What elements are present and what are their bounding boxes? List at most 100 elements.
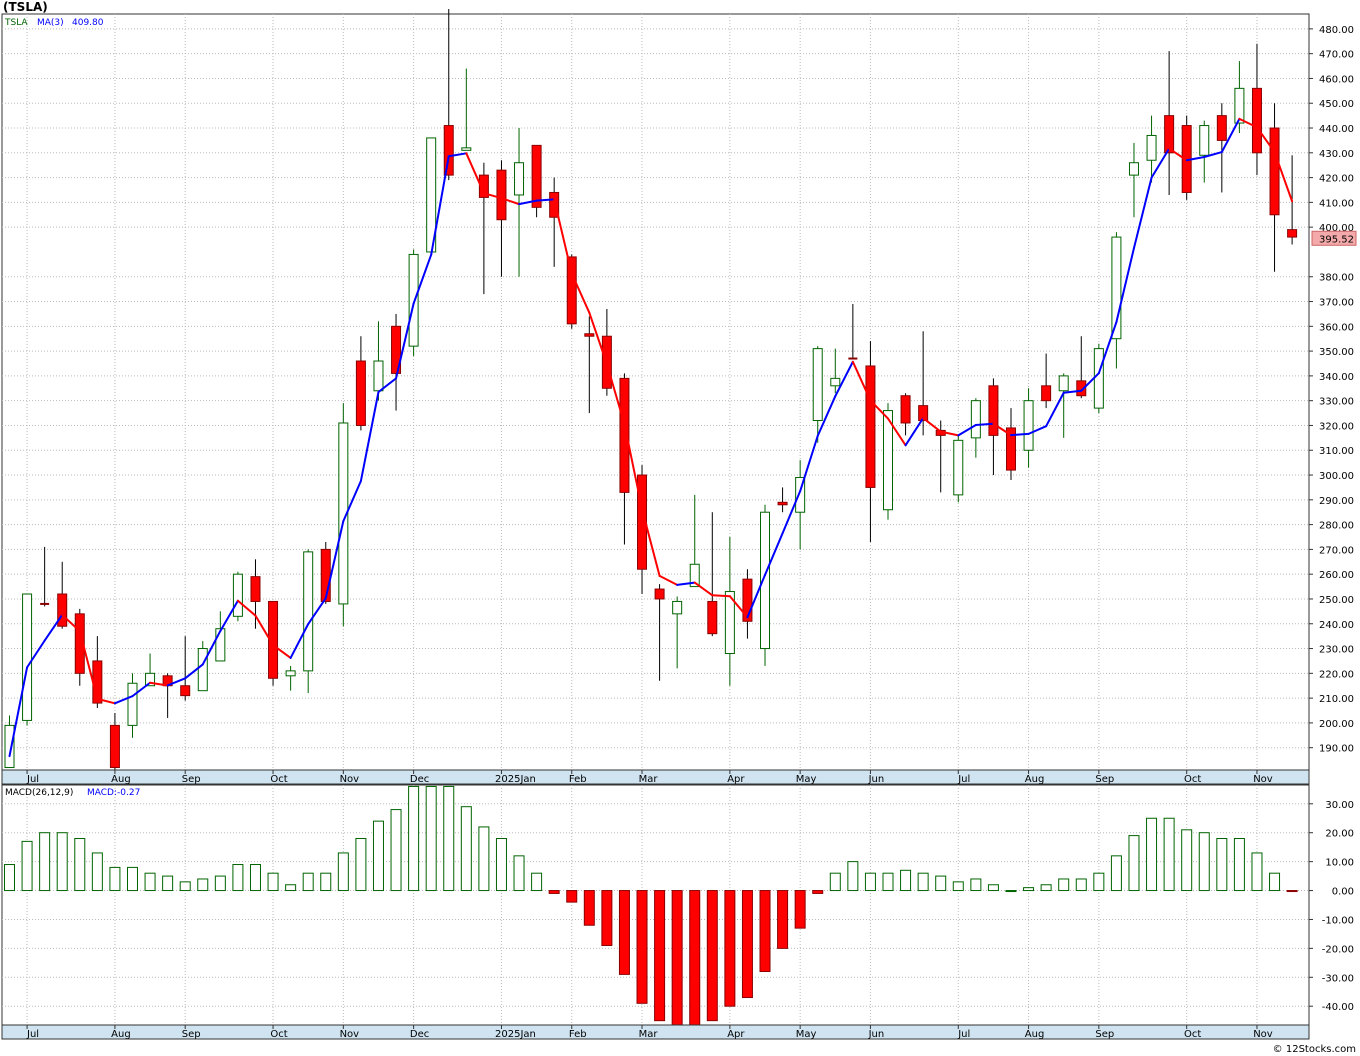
macd-bar-positive (390, 809, 402, 892)
ma-line (8, 117, 1294, 758)
macd-bar-negative (689, 890, 701, 1027)
candle-down (988, 385, 999, 436)
candle-down (654, 588, 665, 600)
x-tick-label: Jul (957, 774, 970, 785)
candle-down (900, 395, 911, 424)
candle-up (724, 591, 735, 655)
ma-segment (219, 599, 239, 632)
macd-bar-positive (355, 837, 367, 892)
price-y-tick-label: 480.00 (1319, 25, 1354, 36)
ma-segment (1009, 432, 1030, 437)
price-y-tick-label: 240.00 (1319, 620, 1354, 631)
ma-segment (430, 155, 450, 256)
price-y-tick-label: 210.00 (1319, 694, 1354, 705)
macd-bar-positive (285, 884, 297, 892)
price-y-tick-label: 470.00 (1319, 50, 1354, 61)
candle-up (303, 551, 314, 672)
ma-segment (272, 644, 292, 659)
legend-ma-value: 409.80 (72, 18, 104, 28)
candle-up (1111, 236, 1122, 340)
price-y-tick-label: 280.00 (1319, 521, 1354, 532)
macd-bar-negative (1286, 890, 1298, 893)
x-tick-label: Aug (111, 1029, 131, 1040)
price-y-tick-label: 290.00 (1319, 496, 1354, 507)
ma-segment (939, 430, 960, 437)
macd-bar-negative (654, 890, 666, 1022)
candle-down (268, 600, 279, 679)
macd-bar-positive (337, 852, 349, 892)
ma-segment (1115, 246, 1135, 324)
macd-bar-positive (1269, 872, 1281, 892)
macd-bar-positive (864, 872, 876, 892)
ma-segment (465, 152, 485, 195)
macd-bar-positive (987, 884, 999, 892)
candle-up (795, 477, 806, 513)
candle-up (760, 511, 771, 650)
x-tick-label: Sep (182, 774, 201, 785)
x-tick-label: Jul (26, 774, 39, 785)
candle-down (355, 360, 366, 426)
last-price-label: 395.52 (1319, 234, 1354, 245)
ma-segment (553, 198, 573, 275)
ma-segment (447, 152, 468, 158)
macd-bar-negative (777, 890, 789, 949)
x-tick-label: Oct (270, 774, 287, 785)
ma-segment (623, 423, 644, 510)
candle-up (22, 593, 33, 721)
candle-down (57, 593, 68, 627)
ma-segment (236, 599, 257, 617)
price-y-tick-label: 250.00 (1319, 595, 1354, 606)
candle-up (4, 724, 15, 769)
macd-bar-positive (1040, 884, 1052, 892)
macd-bar-positive (1251, 852, 1263, 892)
macd-y-tick-label: 0.00 (1332, 887, 1354, 898)
price-y-tick-label: 430.00 (1319, 149, 1354, 160)
price-candles (4, 9, 1298, 773)
price-y-tick-label: 330.00 (1319, 397, 1354, 408)
macd-bar-positive (1216, 837, 1228, 892)
macd-x-axis-band (1, 1024, 1310, 1040)
ma-segment (307, 597, 327, 626)
candle-down (478, 174, 489, 198)
candle-up (883, 410, 893, 511)
macd-bar-negative (636, 890, 648, 1004)
last-price-box (1311, 230, 1357, 246)
macd-bar-positive (1005, 890, 1017, 893)
x-tick-label: Nov (1253, 1029, 1273, 1040)
candle-down (391, 325, 402, 374)
ma-segment (395, 302, 415, 380)
candle-down (74, 613, 85, 674)
macd-bar-positive (847, 861, 859, 892)
x-tick-label: Aug (1025, 774, 1045, 785)
ma-segment (570, 272, 591, 314)
ma-segment (324, 520, 345, 600)
price-y-tick-label: 370.00 (1319, 298, 1354, 309)
candle-down (1005, 427, 1016, 471)
price-y-tick-label: 300.00 (1319, 471, 1354, 482)
macd-bar-positive (249, 864, 261, 892)
x-tick-label: 2025Jan (495, 774, 536, 785)
x-tick-label: Jun (868, 774, 885, 785)
ma-segment (96, 697, 116, 705)
ma-segment (500, 197, 521, 206)
price-y-tick-label: 420.00 (1319, 174, 1354, 185)
price-y-tick-label: 350.00 (1319, 347, 1354, 358)
macd-bar-positive (144, 872, 156, 892)
legend-ma-label: MA(3) (37, 18, 64, 28)
macd-bar-positive (513, 855, 525, 892)
macd-bar-positive (1110, 855, 1122, 892)
macd-bar-positive (39, 832, 51, 892)
candle-down (1041, 385, 1052, 402)
macd-y-axis: -40.00 -30.00 -20.00 -10.00 0.00 10.00 20.00 30… (1309, 800, 1354, 1013)
macd-bar-negative (671, 890, 683, 1039)
ma-segment (605, 362, 626, 426)
x-tick-label: Feb (569, 1029, 587, 1040)
macd-bar-positive (829, 872, 841, 892)
macd-bar-positive (1181, 829, 1193, 892)
macd-y-tick-label: -20.00 (1322, 944, 1354, 955)
price-x-axis: Jul Aug Sep Oct Nov Dec 2025Jan Feb Mar Apr May Jun… (26, 770, 1273, 785)
x-tick-label: Dec (410, 1029, 429, 1040)
macd-bar-positive (478, 826, 490, 892)
ma-segment (342, 479, 362, 523)
candle-down (1216, 115, 1227, 141)
